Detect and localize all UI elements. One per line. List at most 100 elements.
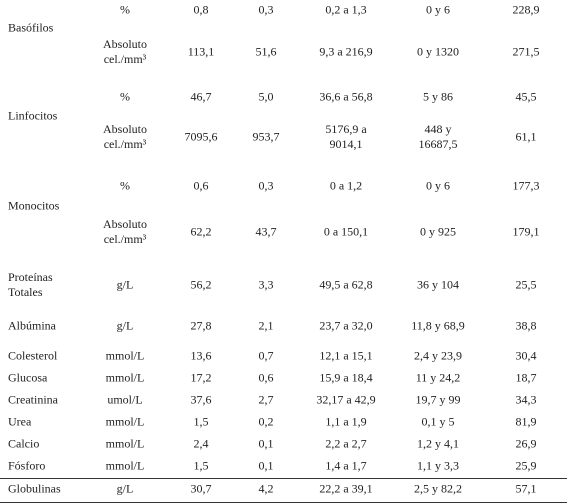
row-name: Urea: [8, 414, 32, 429]
cell: 0 a 1,2: [329, 178, 363, 193]
rule: [0, 502, 567, 503]
cell: 23,7 a 32,0: [319, 318, 373, 333]
cell: 0,1: [258, 436, 274, 451]
row-name: Basófilos: [8, 20, 54, 35]
cell: 0,7: [258, 348, 274, 363]
cell: 0,8: [193, 2, 209, 17]
cell: 11,8 y 68,9: [411, 318, 465, 333]
unit: Absoluto cel./mm³: [102, 37, 148, 66]
cell: 17,2: [190, 370, 212, 385]
cell: 0,1: [258, 458, 274, 473]
row-name: Monocitos: [8, 198, 60, 213]
cell: 15,9 a 18,4: [319, 370, 373, 385]
cell: 57,1: [515, 481, 537, 496]
cell: 0 y 1320: [417, 44, 459, 59]
cell: 62,2: [190, 224, 212, 239]
row-name: Glucosa: [8, 370, 48, 385]
cell: 448 y 16687,5: [418, 122, 458, 151]
cell: 37,6: [190, 392, 212, 407]
cell: 0 y 6: [426, 178, 450, 193]
cell: 81,9: [515, 414, 537, 429]
cell: 2,5 y 82,2: [414, 481, 462, 496]
row-name: Linfocitos: [8, 108, 58, 123]
unit: Absoluto cel./mm³: [102, 217, 148, 246]
cell: 27,8: [190, 318, 212, 333]
cell: 12,1 a 15,1: [319, 348, 373, 363]
unit: mmol/L: [105, 370, 145, 385]
cell: 5 y 86: [423, 89, 453, 104]
cell: 36 y 104: [417, 277, 459, 292]
cell: 51,6: [255, 44, 277, 59]
cell: 7095,6: [184, 129, 218, 144]
cell: 0,1 y 5: [421, 414, 455, 429]
cell: 2,4 y 23,9: [414, 348, 462, 363]
cell: 1,2 y 4,1: [417, 436, 459, 451]
unit: mmol/L: [105, 414, 145, 429]
cell: 271,5: [512, 44, 540, 59]
unit: %: [120, 2, 130, 17]
cell: 113,1: [187, 44, 215, 59]
cell: 177,3: [512, 178, 540, 193]
cell: 25,5: [515, 277, 537, 292]
cell: 1,5: [193, 414, 209, 429]
row-name: Proteínas Totales: [8, 270, 53, 299]
cell: 30,7: [190, 481, 212, 496]
cell: 56,2: [190, 277, 212, 292]
unit: mmol/L: [105, 458, 145, 473]
cell: 61,1: [515, 129, 537, 144]
row-name: Colesterol: [8, 348, 58, 363]
unit: Absoluto cel./mm³: [102, 122, 148, 151]
cell: 11 y 24,2: [415, 370, 461, 385]
cell: 953,7: [252, 129, 280, 144]
cell: 228,9: [512, 2, 540, 17]
cell: 2,7: [258, 392, 274, 407]
cell: 9,3 a 216,9: [319, 44, 373, 59]
cell: 1,4 a 1,7: [325, 458, 367, 473]
cell: 0,6: [193, 178, 209, 193]
unit: %: [120, 89, 130, 104]
cell: 26,9: [515, 436, 537, 451]
cell: 22,2 a 39,1: [319, 481, 373, 496]
cell: 1,1 a 1,9: [325, 414, 367, 429]
cell: 38,8: [515, 318, 537, 333]
unit: umol/L: [107, 392, 143, 407]
unit: mmol/L: [105, 348, 145, 363]
rule: [0, 478, 567, 479]
cell: 0 y 6: [426, 2, 450, 17]
cell: 2,4: [193, 436, 209, 451]
cell: 34,3: [515, 392, 537, 407]
cell: 25,9: [515, 458, 537, 473]
unit: g/L: [116, 277, 134, 292]
cell: 2,1: [258, 318, 274, 333]
cell: 3,3: [258, 277, 274, 292]
cell: 30,4: [515, 348, 537, 363]
cell: 0,3: [258, 2, 274, 17]
cell: 1,1 y 3,3: [417, 458, 459, 473]
cell: 0,3: [258, 178, 274, 193]
row-name: Albúmina: [8, 318, 56, 333]
cell: 36,6 a 56,8: [319, 89, 373, 104]
cell: 179,1: [512, 224, 540, 239]
cell: 5,0: [258, 89, 274, 104]
unit: %: [120, 178, 130, 193]
unit: g/L: [116, 481, 134, 496]
cell: 49,5 a 62,8: [319, 277, 373, 292]
cell: 0,2: [258, 414, 274, 429]
unit: g/L: [116, 318, 134, 333]
cell: 1,5: [193, 458, 209, 473]
cell: 0 a 150,1: [323, 224, 369, 239]
cell: 2,2 a 2,7: [325, 436, 367, 451]
row-name: Globulinas: [8, 481, 61, 496]
cell: 13,6: [190, 348, 212, 363]
row-name: Calcio: [8, 436, 40, 451]
cell: 45,5: [515, 89, 537, 104]
row-name: Fósforo: [8, 458, 46, 473]
cell: 0,2 a 1,3: [325, 2, 367, 17]
cell: 46,7: [190, 89, 212, 104]
cell: 5176,9 a 9014,1: [325, 122, 367, 151]
cell: 0 y 925: [420, 224, 456, 239]
cell: 32,17 a 42,9: [316, 392, 376, 407]
cell: 0,6: [258, 370, 274, 385]
cell: 18,7: [515, 370, 537, 385]
